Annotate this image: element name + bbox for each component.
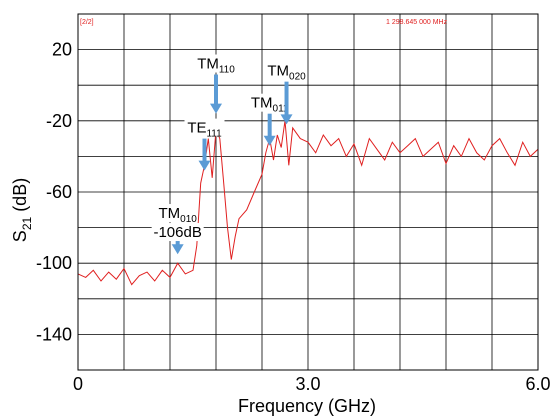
annotation-extra-background <box>151 223 204 242</box>
x-axis-label: Frequency (GHz) <box>238 396 376 416</box>
x-tick-label: 0 <box>73 374 83 394</box>
x-tick-label: 6.0 <box>525 374 550 394</box>
annotation-extra-label: -106dB <box>153 224 201 241</box>
grid <box>78 14 538 370</box>
y-tick-label: -100 <box>36 253 72 273</box>
y-axis-label: S21 (dB) <box>10 178 34 242</box>
annotation-label-background <box>266 61 307 80</box>
plot-area-frame <box>77 13 539 371</box>
annotation-label-background <box>249 93 290 112</box>
x-tick-label: 3.0 <box>295 374 320 394</box>
trace-layer <box>77 120 539 286</box>
marker-frequency-readout: 1 298.645 000 MHz <box>386 19 448 26</box>
annotation-arrow-head <box>198 160 211 171</box>
annotation-arrow-head <box>263 135 276 146</box>
y-tick-label: 20 <box>52 40 72 60</box>
y-tick-label: -140 <box>36 324 72 344</box>
y-axis-label-sub: 21 <box>20 217 34 231</box>
annotation-label-background <box>196 54 236 73</box>
y-axis-label-rest: (dB) <box>10 178 30 217</box>
annotation-label-background <box>157 204 198 223</box>
annotation-label: TM010 <box>158 205 197 225</box>
annotation-label-background <box>184 118 225 137</box>
y-axis-label-base: S <box>10 230 30 242</box>
annotation-label: TM020 <box>267 63 306 83</box>
series-line <box>77 120 539 286</box>
y-tick-label: -20 <box>46 111 72 131</box>
mode-annotations: TM010-106dB TE111 TM110 TM011 TM020 <box>151 54 307 255</box>
annotation-label: TM011 <box>251 95 289 115</box>
annotation-arrow-head <box>210 103 222 114</box>
annotation-label: TM110 <box>197 56 235 76</box>
annotation-label: TE111 <box>187 120 222 140</box>
tick-labels: 20 -20 -60 -100 -140 0 3.0 6.0 <box>36 40 551 394</box>
marker-badge: [2/2] <box>80 19 94 26</box>
y-tick-label: -60 <box>46 182 72 202</box>
annotation-arrow-head <box>171 244 184 255</box>
annotation-arrow-head <box>280 114 293 125</box>
